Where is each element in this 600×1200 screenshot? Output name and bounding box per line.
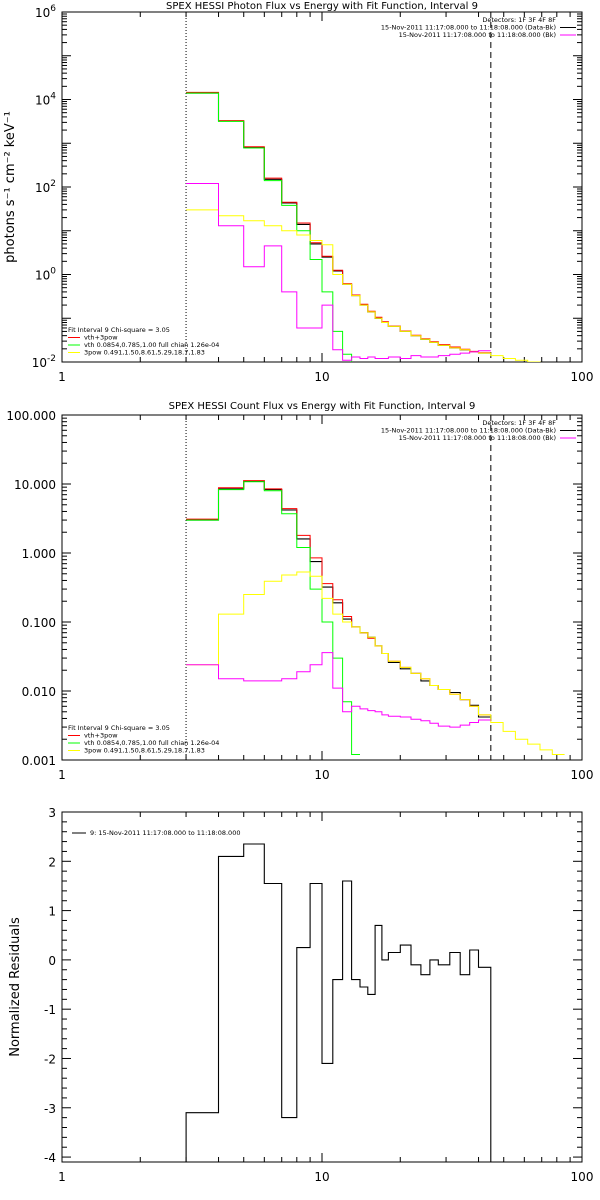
series-line-3pow	[186, 209, 541, 362]
y-tick-label: 1	[48, 905, 56, 919]
y-tick-label: -2	[44, 1052, 56, 1066]
legend-top-left: 9: 15-Nov-2011 11:17:08.000 to 11:18:08.…	[72, 829, 240, 837]
y-tick-exponent: 6	[50, 4, 56, 14]
y-tick-base: 10	[35, 94, 50, 108]
x-tick-label: 10	[314, 370, 329, 384]
y-tick-label: 104	[35, 92, 56, 108]
legend-entry-label: Fit Interval 9 Chi-square = 3.05	[68, 724, 170, 732]
y-tick-label: 10.000	[14, 478, 56, 492]
x-axis: 1 10 100	[58, 812, 593, 1184]
y-tick-label: 0.100	[22, 616, 56, 630]
y-tick-label: 1.000	[22, 547, 56, 561]
y-tick-label: 100.000	[6, 409, 56, 423]
x-tick-label: 100	[571, 370, 594, 384]
y-tick-label: 102	[35, 179, 56, 195]
y-tick-base: 10	[35, 6, 50, 20]
legend-entry-label: vth+3pow	[84, 334, 118, 342]
legend-entry-label: 3pow 0.491,1.50,8.61,5.29,18.7,1.83	[84, 349, 205, 357]
series-line-vth-3pow	[186, 91, 491, 354]
legend-entry-label: 15-Nov-2011 11:17:08.000 to 11:18:08.000…	[399, 31, 556, 39]
series-line-data-bk	[186, 92, 491, 354]
y-axis-label: Normalized Residuals	[8, 917, 23, 1057]
legend-entry-label: Detectors: 1F 3F 4F 8F	[482, 16, 556, 24]
chart-panel-2: SPEX HESSI Count Flux vs Energy with Fit…	[6, 401, 593, 782]
y-tick-label: 0	[48, 954, 56, 968]
y-tick-label: -3	[44, 1102, 56, 1116]
x-tick-label: 10	[314, 1170, 329, 1184]
series-line-3pow	[186, 571, 565, 755]
x-tick-label: 10	[314, 768, 329, 782]
chart-title: SPEX HESSI Count Flux vs Energy with Fit…	[169, 401, 476, 412]
legend-bottom-left: Fit Interval 9 Chi-square = 3.05vth+3pow…	[68, 724, 219, 755]
y-tick-exponent: 2	[50, 179, 56, 189]
legend-entry-label: 15-Nov-2011 11:17:08.000 to 11:18:08.000…	[399, 434, 556, 442]
chart-panel-1: SPEX HESSI Photon Flux vs Energy with Fi…	[3, 1, 593, 384]
series-line-9-15-nov-2011-11-17-08-000-to-11-18-08-000	[185, 843, 492, 1162]
y-axis-label: photons s⁻¹ cm⁻² keV⁻¹	[3, 111, 18, 263]
y-tick-exponent: -2	[47, 354, 56, 364]
y-tick-label: 3	[48, 806, 56, 820]
y-tick-label: 100	[35, 267, 56, 283]
legend-entry-label: 15-Nov-2011 11:17:08.000 to 11:18:08.000…	[381, 24, 556, 32]
x-tick-label: 100	[571, 1170, 594, 1184]
legend-entry-label: vth+3pow	[84, 732, 118, 740]
series-group	[185, 843, 492, 1162]
legend-entry-label: vth 0.0854,0.785,1.00 full chian 1.26e-0…	[84, 739, 219, 747]
y-tick-exponent: 0	[50, 267, 56, 277]
legend-entry-label: 3pow 0.491,1.50,8.61,5.29,18.7,1.83	[84, 747, 205, 755]
y-axis: 3 2 1 0 -1 -2 -3 -4	[44, 806, 582, 1165]
x-tick-label: 1	[58, 1170, 66, 1184]
y-axis: 0.001 0.010 0.100 1.000 10.000 100.000	[6, 409, 582, 768]
series-line-vth	[186, 92, 353, 362]
series-line-vth	[186, 481, 360, 755]
x-tick-label: 1	[58, 768, 66, 782]
y-tick-label: 10-2	[32, 354, 56, 370]
x-tick-label: 1	[58, 370, 66, 384]
series-group	[186, 480, 565, 755]
y-tick-base: 10	[35, 269, 50, 283]
series-line-vth-3pow	[186, 480, 491, 716]
y-tick-label: 0.010	[22, 685, 56, 699]
y-tick-base: 10	[35, 181, 50, 195]
series-line-data-bk	[186, 480, 491, 718]
x-axis: 1 10 100	[58, 415, 593, 782]
y-tick-label: -4	[44, 1151, 56, 1165]
series-line-bk	[186, 183, 491, 361]
y-tick-label: 106	[35, 4, 56, 20]
series-line-bk	[186, 652, 491, 728]
x-tick-label: 100	[571, 768, 594, 782]
y-tick-label: -1	[44, 1003, 56, 1017]
y-tick-label: 2	[48, 855, 56, 869]
legend-bottom-left: Fit Interval 9 Chi-square = 3.05vth+3pow…	[68, 326, 219, 357]
y-tick-base: 10	[32, 356, 47, 370]
legend-entry-label: Fit Interval 9 Chi-square = 3.05	[68, 326, 170, 334]
y-tick-exponent: 4	[50, 92, 56, 102]
legend-entry-label: 15-Nov-2011 11:17:08.000 to 11:18:08.000…	[381, 427, 556, 435]
series-group	[186, 91, 541, 362]
y-tick-label: 0.001	[22, 754, 56, 768]
legend-entry-label: 9: 15-Nov-2011 11:17:08.000 to 11:18:08.…	[90, 829, 240, 837]
chart-title: SPEX HESSI Photon Flux vs Energy with Fi…	[166, 1, 478, 12]
legend-entry-label: Detectors: 1F 3F 4F 8F	[482, 419, 556, 427]
legend-entry-label: vth 0.0854,0.785,1.00 full chian 1.26e-0…	[84, 341, 219, 349]
